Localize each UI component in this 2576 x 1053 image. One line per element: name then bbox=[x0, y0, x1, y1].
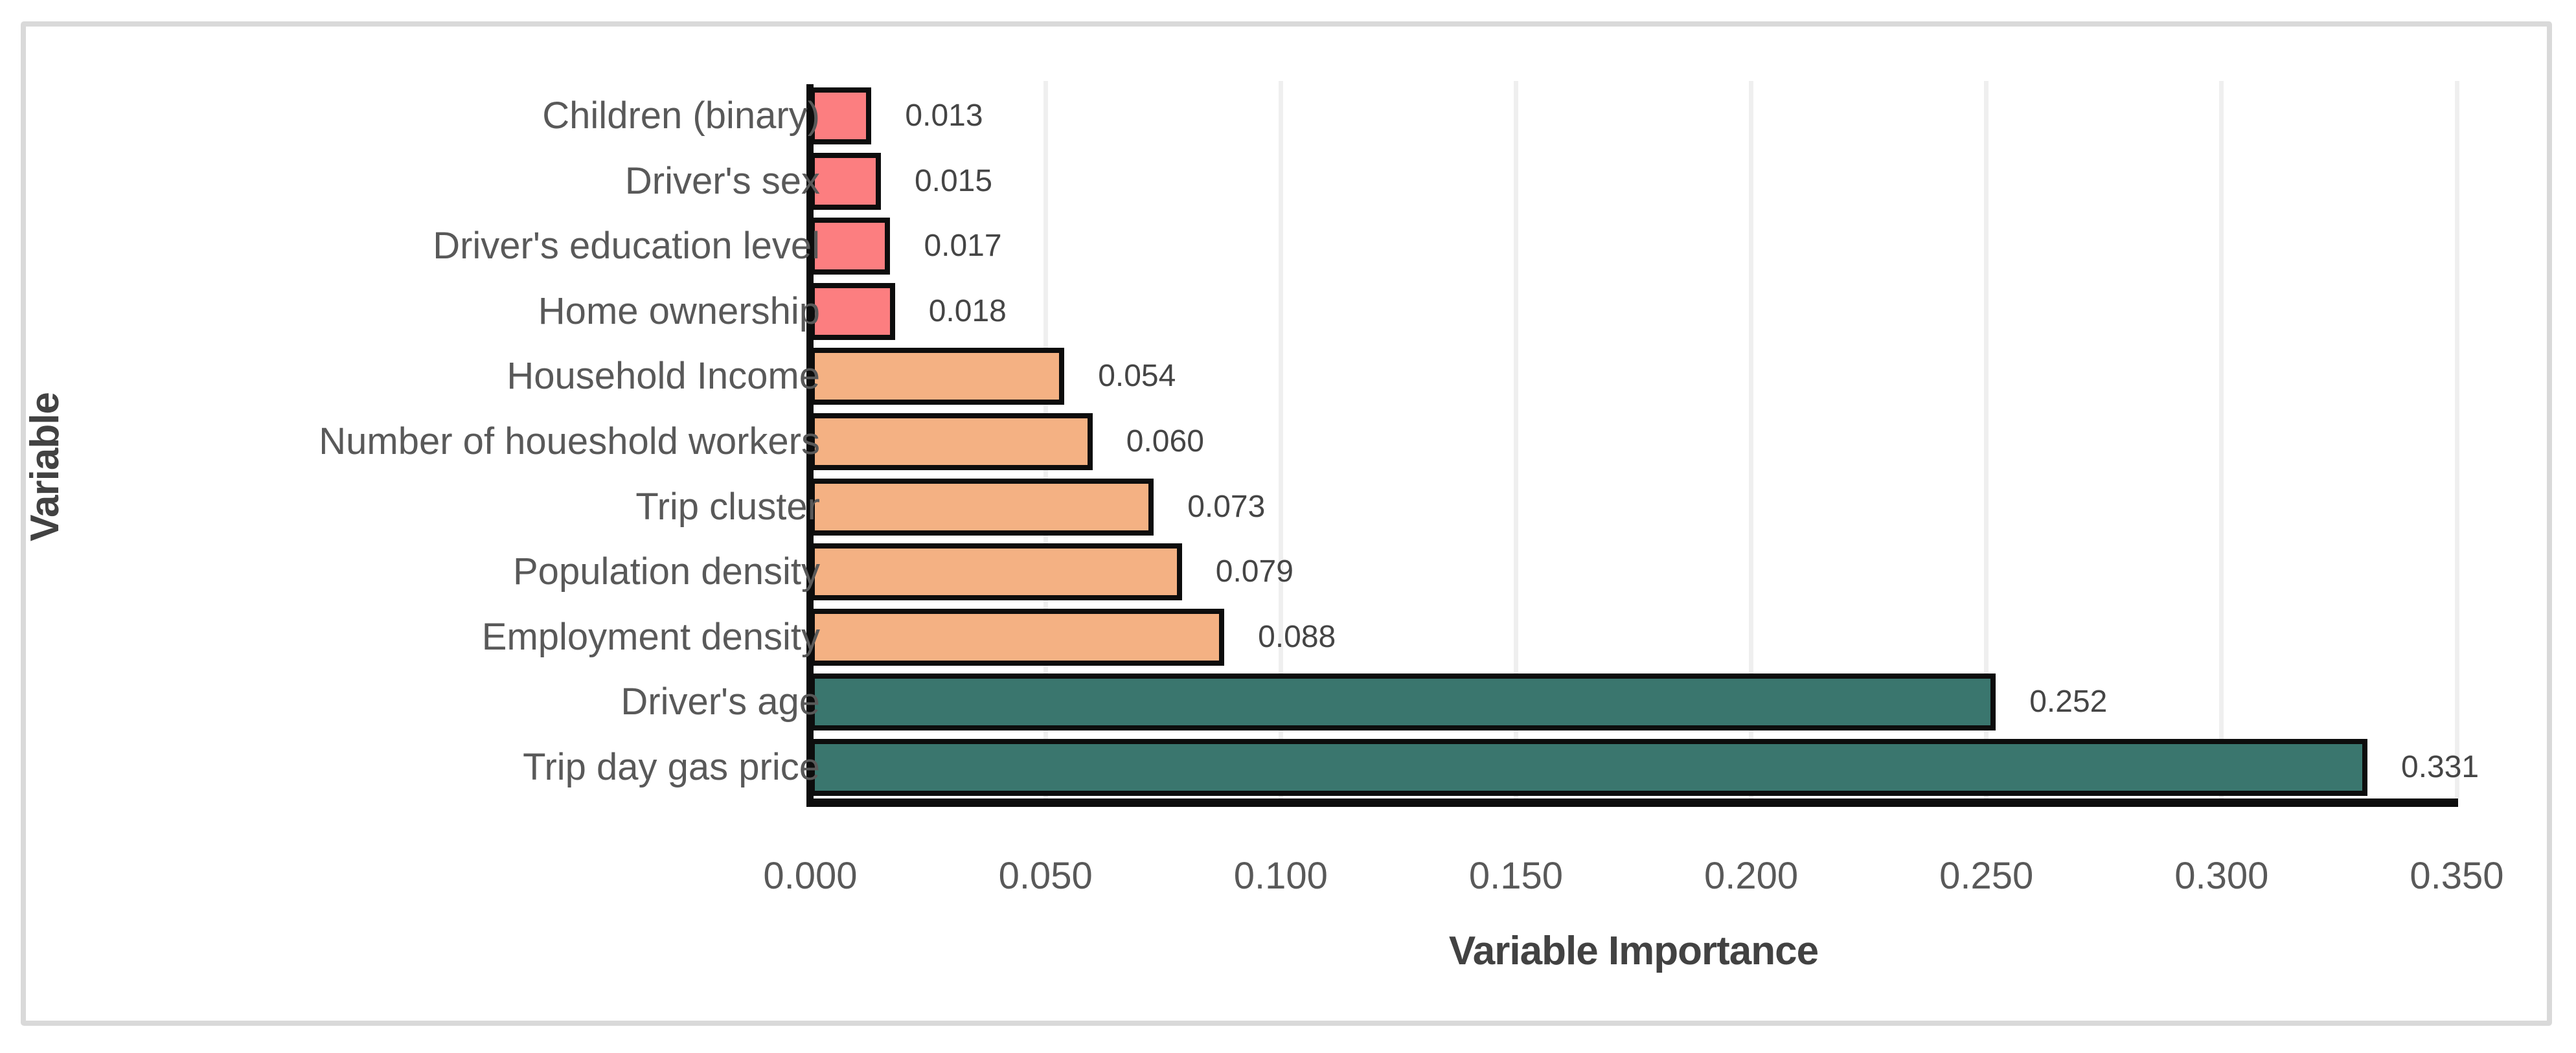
bar-value-label: 0.015 bbox=[914, 163, 993, 198]
gridline bbox=[1984, 81, 1989, 798]
bar bbox=[810, 348, 1065, 405]
category-label: Number of houeshold workers bbox=[319, 420, 820, 462]
gridline bbox=[1513, 81, 1518, 798]
gridline bbox=[1749, 81, 1754, 798]
y-axis-title: Variable bbox=[23, 392, 67, 541]
bar bbox=[810, 608, 1225, 666]
bar bbox=[810, 282, 895, 340]
bar-value-label: 0.073 bbox=[1187, 489, 1266, 524]
x-tick-label: 0.300 bbox=[2174, 855, 2269, 897]
category-label: Driver's sex bbox=[624, 159, 820, 202]
gridline bbox=[1278, 81, 1283, 798]
bar bbox=[810, 218, 891, 275]
category-label: Driver's age bbox=[621, 681, 820, 723]
bar-value-label: 0.054 bbox=[1098, 359, 1176, 394]
category-label: Children (binary) bbox=[542, 95, 820, 137]
x-tick-label: 0.050 bbox=[998, 855, 1093, 897]
gridline bbox=[2454, 81, 2459, 798]
bar bbox=[810, 674, 1996, 731]
x-tick-label: 0.250 bbox=[1939, 855, 2034, 897]
bar-value-label: 0.088 bbox=[1258, 619, 1336, 654]
bar bbox=[810, 152, 881, 210]
gridline bbox=[2219, 81, 2224, 798]
x-tick-label: 0.200 bbox=[1704, 855, 1799, 897]
category-label: Driver's education level bbox=[433, 225, 820, 267]
bar-value-label: 0.013 bbox=[905, 98, 983, 133]
x-axis-title: Variable Importance bbox=[1448, 929, 1819, 973]
bar bbox=[810, 413, 1093, 470]
bar-value-label: 0.017 bbox=[924, 229, 1002, 264]
bar-value-label: 0.252 bbox=[2029, 685, 2108, 719]
category-label: Trip day gas price bbox=[523, 746, 820, 788]
x-axis-line bbox=[806, 798, 2458, 807]
category-label: Household Income bbox=[507, 355, 820, 398]
bar-value-label: 0.079 bbox=[1215, 554, 1294, 589]
bar bbox=[810, 739, 2367, 796]
bar bbox=[810, 87, 872, 144]
bar-value-label: 0.331 bbox=[2401, 750, 2479, 784]
chart-frame: Children (binary) Driver's sex Driver's ed… bbox=[21, 21, 2552, 1026]
bar bbox=[810, 478, 1154, 536]
bar bbox=[810, 543, 1182, 601]
category-label: Population density bbox=[513, 550, 820, 593]
x-tick-label: 0.150 bbox=[1468, 855, 1563, 897]
x-tick-label: 0.100 bbox=[1233, 855, 1328, 897]
x-tick-label: 0.000 bbox=[763, 855, 858, 897]
category-label: Employment density bbox=[481, 615, 820, 658]
bar-value-label: 0.018 bbox=[928, 293, 1007, 328]
bar-value-label: 0.060 bbox=[1126, 424, 1204, 459]
category-label: Home ownership bbox=[538, 289, 820, 332]
category-label: Trip cluster bbox=[635, 485, 820, 528]
x-tick-label: 0.350 bbox=[2410, 855, 2504, 897]
